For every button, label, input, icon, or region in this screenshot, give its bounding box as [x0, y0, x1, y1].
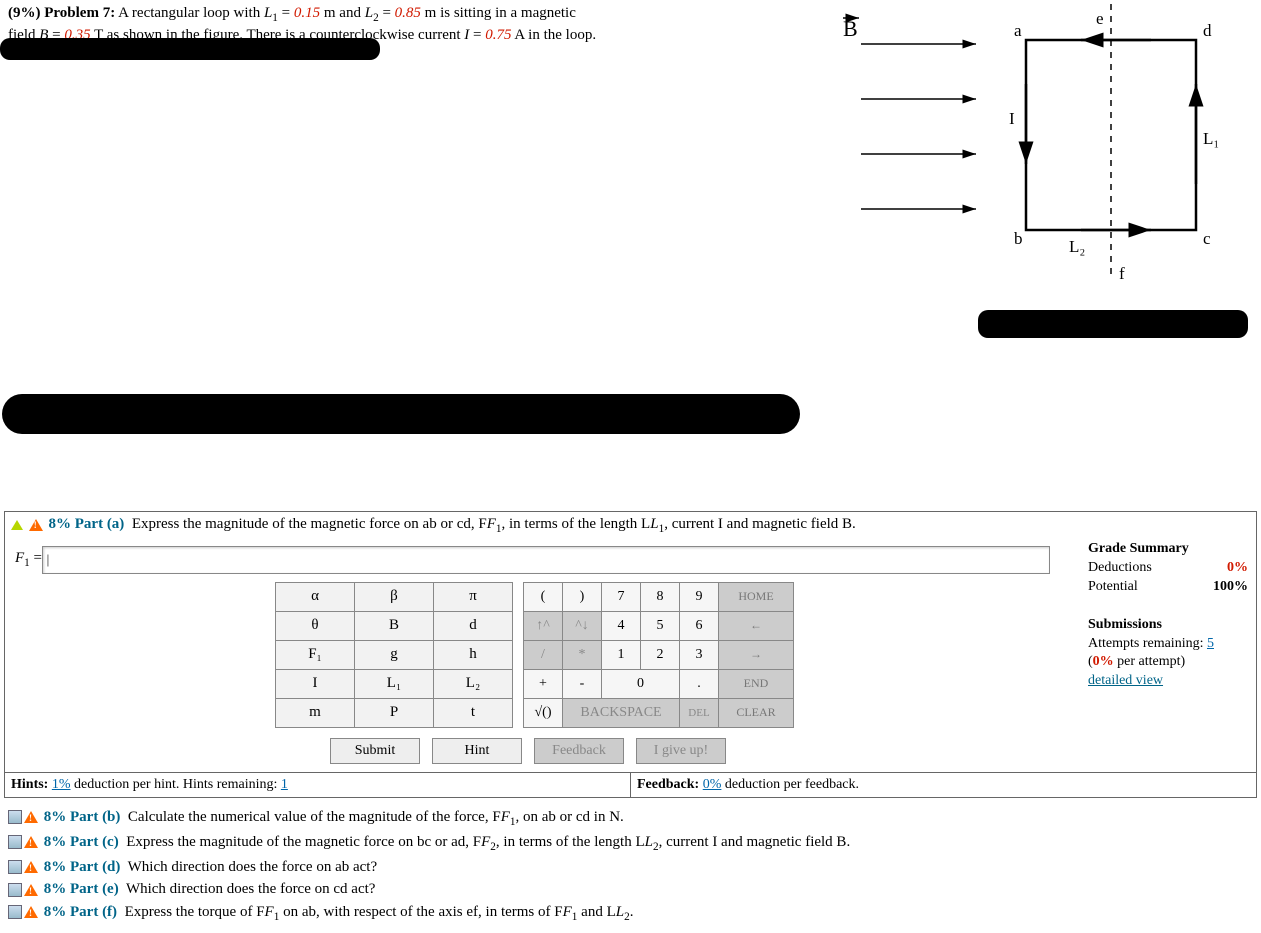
svg-text:L₁: L₁: [1203, 129, 1219, 148]
part-c-row[interactable]: 8% Part (c) Express the magnitude of the…: [8, 831, 1253, 856]
key-8[interactable]: 8: [641, 582, 680, 611]
key-right[interactable]: →: [719, 640, 794, 669]
key-alpha[interactable]: α: [276, 582, 355, 611]
part-b-row[interactable]: 8% Part (b) Calculate the numerical valu…: [8, 806, 1253, 831]
collapse-icon: [8, 883, 22, 897]
action-buttons: Submit Hint Feedback I give up!: [330, 738, 1256, 764]
hints-remaining-link[interactable]: 1: [281, 777, 288, 792]
submit-button[interactable]: Submit: [330, 738, 420, 764]
key-sqrt[interactable]: √(): [524, 698, 563, 727]
answer-prefix: F1 =: [15, 550, 42, 569]
svg-text:b: b: [1014, 229, 1023, 248]
hints-feedback-row: Hints: 1% deduction per hint. Hints rema…: [5, 772, 1256, 797]
part-e-row[interactable]: 8% Part (e) Which direction does the for…: [8, 878, 1253, 901]
key-0[interactable]: 0: [602, 669, 680, 698]
key-9[interactable]: 9: [680, 582, 719, 611]
key-t[interactable]: t: [434, 698, 513, 727]
key-h[interactable]: h: [434, 640, 513, 669]
key-F1[interactable]: F₁: [276, 640, 355, 669]
key-4[interactable]: 4: [602, 611, 641, 640]
problem-percent: (9%): [8, 5, 41, 21]
key-g[interactable]: g: [355, 640, 434, 669]
key-rparen[interactable]: ): [563, 582, 602, 611]
svg-text:f: f: [1119, 264, 1125, 283]
key-B[interactable]: B: [355, 611, 434, 640]
svg-text:d: d: [1203, 21, 1212, 40]
svg-text:a: a: [1014, 21, 1022, 40]
svg-text:I: I: [1009, 109, 1015, 128]
key-5[interactable]: 5: [641, 611, 680, 640]
answer-panel: 8% Part (a) Express the magnitude of the…: [4, 511, 1257, 798]
svg-text:c: c: [1203, 229, 1211, 248]
detailed-view-link[interactable]: detailed view: [1088, 673, 1163, 688]
symbol-keypad: αβπ θBd F₁gh IL₁L₂ mPt: [275, 582, 513, 728]
part-a-header: 8% Part (a) Express the magnitude of the…: [5, 512, 1256, 540]
warning-icon: [29, 519, 43, 531]
warning-icon: [24, 836, 38, 848]
key-L1[interactable]: L₁: [355, 669, 434, 698]
key-end[interactable]: END: [719, 669, 794, 698]
hint-cost-link[interactable]: 1%: [52, 777, 71, 792]
warning-icon: [24, 884, 38, 896]
key-sub[interactable]: ^↓: [563, 611, 602, 640]
key-home[interactable]: HOME: [719, 582, 794, 611]
warning-icon: [24, 861, 38, 873]
key-lparen[interactable]: (: [524, 582, 563, 611]
redaction-3: [2, 394, 800, 434]
key-del[interactable]: DEL: [680, 698, 719, 727]
numeric-keypad: ()789HOME ↑^^↓456← /*123→ +-0.END √()BAC…: [523, 582, 794, 728]
key-pi[interactable]: π: [434, 582, 513, 611]
key-7[interactable]: 7: [602, 582, 641, 611]
problem-diagram: B a d b c e f I L₁ L₂: [831, 4, 1241, 294]
giveup-button[interactable]: I give up!: [636, 738, 726, 764]
key-mul[interactable]: *: [563, 640, 602, 669]
problem-label: Problem 7:: [44, 5, 115, 21]
key-3[interactable]: 3: [680, 640, 719, 669]
attempts-remaining-link[interactable]: 5: [1207, 636, 1214, 651]
key-m[interactable]: m: [276, 698, 355, 727]
key-clear[interactable]: CLEAR: [719, 698, 794, 727]
key-1[interactable]: 1: [602, 640, 641, 669]
key-6[interactable]: 6: [680, 611, 719, 640]
status-triangle-icon: [11, 520, 23, 530]
key-d[interactable]: d: [434, 611, 513, 640]
other-parts-list: 8% Part (b) Calculate the numerical valu…: [0, 798, 1261, 933]
key-beta[interactable]: β: [355, 582, 434, 611]
key-plus[interactable]: +: [524, 669, 563, 698]
key-theta[interactable]: θ: [276, 611, 355, 640]
key-backspace[interactable]: BACKSPACE: [563, 698, 680, 727]
part-a-percent[interactable]: 8% Part (a): [49, 516, 125, 532]
svg-text:L₂: L₂: [1069, 237, 1085, 256]
collapse-icon: [8, 860, 22, 874]
key-left[interactable]: ←: [719, 611, 794, 640]
key-minus[interactable]: -: [563, 669, 602, 698]
svg-text:e: e: [1096, 9, 1104, 28]
part-f-row[interactable]: 8% Part (f) Express the torque of FF1 on…: [8, 901, 1253, 926]
key-sup[interactable]: ↑^: [524, 611, 563, 640]
key-dot[interactable]: .: [680, 669, 719, 698]
grade-summary: Grade Summary Deductions0% Potential100%…: [1088, 540, 1248, 691]
warning-icon: [24, 811, 38, 823]
key-div[interactable]: /: [524, 640, 563, 669]
hint-button[interactable]: Hint: [432, 738, 522, 764]
redaction-2: [978, 310, 1248, 338]
key-I[interactable]: I: [276, 669, 355, 698]
collapse-icon: [8, 810, 22, 824]
warning-icon: [24, 906, 38, 918]
collapse-icon: [8, 835, 22, 849]
answer-input[interactable]: [42, 546, 1050, 574]
redaction-1: [0, 38, 380, 60]
svg-text:B: B: [843, 16, 858, 41]
key-L2[interactable]: L₂: [434, 669, 513, 698]
feedback-button[interactable]: Feedback: [534, 738, 624, 764]
key-P[interactable]: P: [355, 698, 434, 727]
collapse-icon: [8, 905, 22, 919]
part-d-row[interactable]: 8% Part (d) Which direction does the for…: [8, 856, 1253, 879]
feedback-cost-link[interactable]: 0%: [703, 777, 722, 792]
key-2[interactable]: 2: [641, 640, 680, 669]
